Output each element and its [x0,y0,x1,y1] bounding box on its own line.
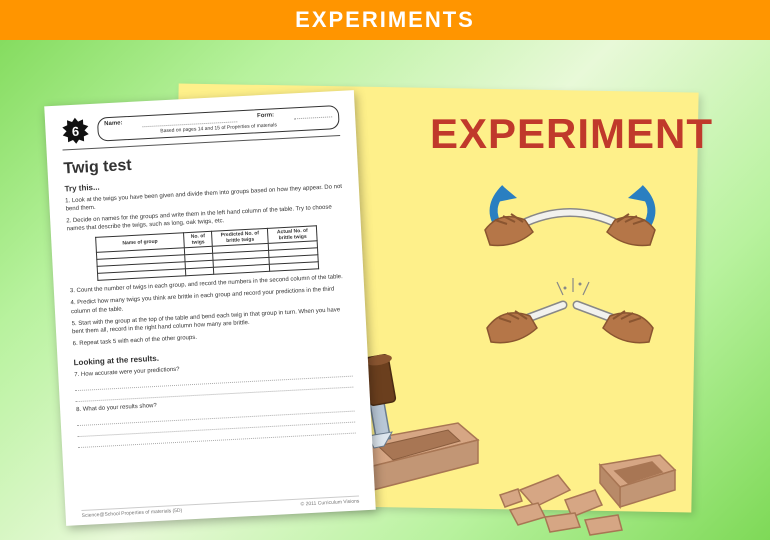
worksheet-badge: 6 [61,116,90,145]
twig-table: Name of group No. of twigs Predicted No.… [95,226,319,282]
twig-bend-illustration [445,170,695,275]
worksheet-footer: Science@School Properties of materials (… [81,495,359,519]
worksheet-header: 6 Name:Form: Based on pages 14 and 15 of… [61,103,340,151]
content-area: EXPERIMENT [0,40,770,540]
header-title: EXPERIMENTS [295,7,475,33]
name-form-box: Name:Form: Based on pages 14 and 15 of P… [97,105,340,142]
page-header: EXPERIMENTS [0,0,770,40]
experiment-title: EXPERIMENT [430,110,713,158]
worksheet-page: 6 Name:Form: Based on pages 14 and 15 of… [44,90,376,526]
broken-brick-illustration [490,435,690,540]
